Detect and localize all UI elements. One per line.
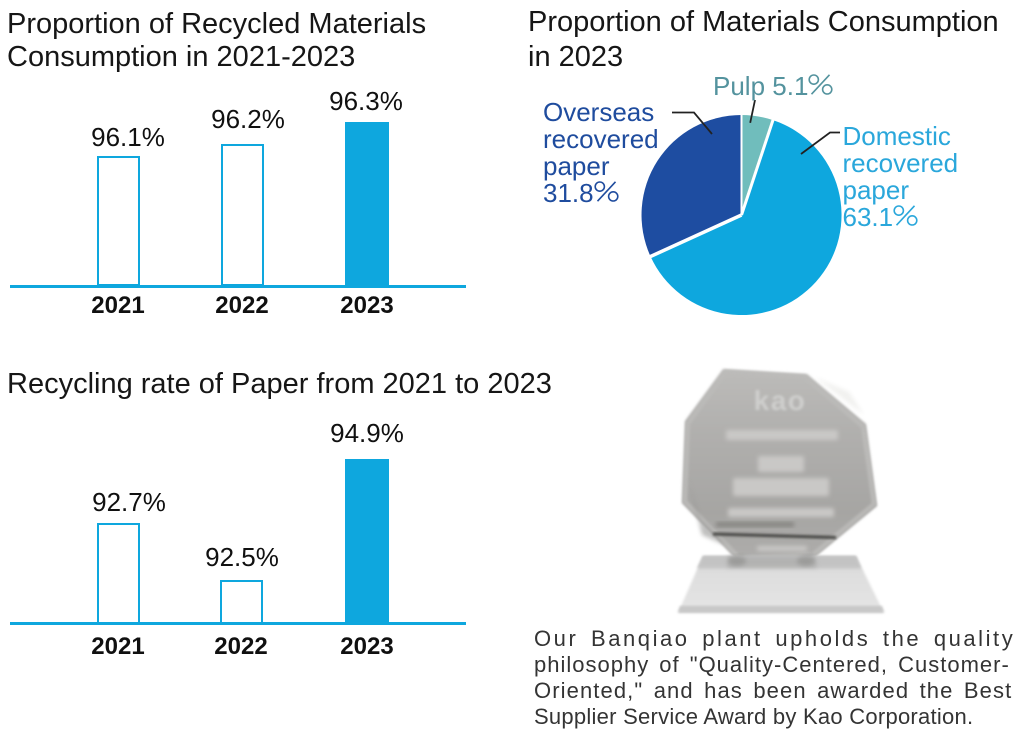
svg-text:kao: kao — [754, 385, 807, 416]
